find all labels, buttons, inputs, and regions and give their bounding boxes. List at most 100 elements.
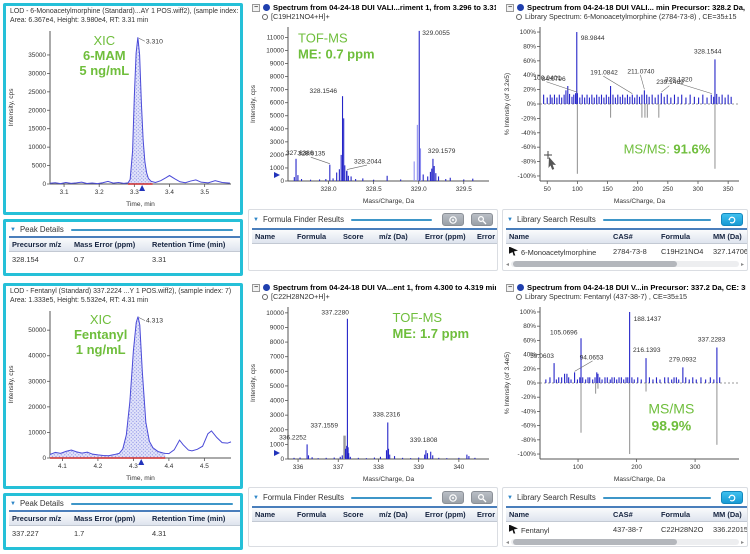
library-search-button[interactable] [721, 213, 743, 226]
collapse-icon[interactable]: − [252, 283, 260, 292]
library-6mam-header: − Spectrum from 04-24-18 DUI VALI... min… [502, 2, 748, 21]
tofms-6mam-chart[interactable]: 0 1000 2000 3000 4000 5000 6000 7000 8000 9000 100… [248, 21, 498, 205]
column-header[interactable]: Formula [658, 506, 710, 522]
collapse-triangle-icon[interactable]: ▼ [507, 494, 513, 501]
column-header[interactable]: Score [340, 228, 376, 244]
panel-tofms-fentanyl: − Spectrum from 04-24-18 DUI VA...ent 1,… [246, 280, 500, 554]
msms-6mam-chart[interactable]: 100% 80% 60% 40% 20% 0% -20% -40% -60% -80% -100% 5… [502, 21, 748, 205]
svg-text:0: 0 [42, 455, 46, 462]
panel-xic-6mam: LOD - 6-Monoacetylmorphine (Standard)...… [0, 0, 246, 280]
svg-text:329.1579: 329.1579 [428, 148, 456, 155]
svg-text:239.1469: 239.1469 [656, 79, 684, 86]
formula-finder-run-button[interactable] [471, 213, 493, 226]
column-header[interactable]: Mass Error (ppm) [71, 236, 149, 252]
collapse-triangle-icon[interactable]: ▼ [10, 226, 16, 233]
svg-text:150: 150 [602, 186, 613, 193]
svg-text:Mass/Charge, Da: Mass/Charge, Da [614, 198, 666, 205]
svg-text:1 ng/mL: 1 ng/mL [76, 342, 126, 357]
svg-text:328.0135: 328.0135 [298, 151, 326, 158]
tofms-fentanyl-chart[interactable]: 0 1000 2000 3000 4000 5000 6000 7000 8000 9000 100… [248, 301, 498, 483]
column-header[interactable]: Formula [658, 228, 710, 244]
svg-text:338: 338 [373, 464, 384, 471]
column-header[interactable]: Name [506, 506, 610, 522]
collapse-triangle-icon[interactable]: ▼ [253, 494, 259, 501]
column-header[interactable]: Name [252, 506, 294, 522]
svg-text:-60%: -60% [521, 144, 536, 151]
column-header[interactable]: Precursor m/z [9, 236, 71, 252]
column-header[interactable]: Error (ppm) [422, 228, 474, 244]
horizontal-scrollbar[interactable]: ◂ ▸ [506, 261, 744, 268]
svg-text:-80%: -80% [521, 437, 536, 444]
library-search-button[interactable] [721, 491, 743, 504]
formula-finder-run-button[interactable] [471, 491, 493, 504]
msms-fentanyl-chart[interactable]: 100% 80% 60% 40% 20% 0% -20% -40% -60% -80% -100% 1… [502, 301, 748, 483]
svg-text:6000: 6000 [270, 368, 285, 375]
svg-text:6000: 6000 [270, 100, 285, 107]
column-header[interactable]: m/z (Da) [376, 506, 422, 522]
formula-finder-settings-button[interactable] [442, 213, 464, 226]
formula-ring-icon [262, 13, 268, 20]
svg-text:337.2283: 337.2283 [698, 336, 726, 343]
column-header[interactable]: Ion Ratio [239, 510, 240, 526]
library-fentanyl-header: − Spectrum from 04-24-18 DUI V...in Prec… [502, 282, 748, 301]
column-header[interactable]: Error M [474, 228, 497, 244]
collapse-icon[interactable]: − [506, 3, 514, 12]
svg-text:8000: 8000 [270, 74, 285, 81]
svg-text:4.1: 4.1 [58, 463, 67, 470]
svg-text:20000: 20000 [28, 404, 46, 411]
section-rule [602, 218, 711, 221]
column-header[interactable]: Formula [294, 506, 340, 522]
column-header[interactable]: MM (Da) [710, 228, 747, 244]
column-header[interactable]: Error M [474, 506, 497, 522]
collapse-icon[interactable]: − [252, 3, 260, 12]
svg-text:100: 100 [572, 186, 583, 193]
xic-6mam-box: LOD - 6-Monoacetylmorphine (Standard)...… [3, 3, 243, 215]
column-header[interactable]: CAS# [610, 228, 658, 244]
column-header[interactable]: Formula [294, 228, 340, 244]
section-rule [350, 218, 432, 221]
svg-text:-100%: -100% [518, 173, 537, 180]
column-header[interactable]: Name [252, 228, 294, 244]
table-row[interactable]: 6-Monoacetylmorphine 2784-73-8 C19H21NO4 32… [506, 244, 747, 260]
svg-text:328.1546: 328.1546 [310, 88, 338, 95]
svg-text:336.2252: 336.2252 [279, 434, 307, 441]
column-header[interactable]: Name [506, 228, 610, 244]
library-search-top: ▼ Library Search Results Name CAS# Formula… [502, 209, 748, 271]
column-header[interactable]: m/z (Da) [376, 228, 422, 244]
formula-finder-settings-button[interactable] [442, 491, 464, 504]
column-header[interactable]: Retention Time (min) [149, 510, 239, 526]
horizontal-scrollbar[interactable]: ◂ ▸ [506, 539, 744, 546]
collapse-triangle-icon[interactable]: ▼ [10, 500, 16, 507]
xic-fentanyl-chart[interactable]: 0 10000 20000 30000 40000 50000 4.1 4.2 4.3 4.4 4.… [6, 305, 240, 482]
svg-text:30000: 30000 [28, 379, 46, 386]
formula-finder-bottom: ▼ Formula Finder Results Name Formula Scor… [248, 487, 498, 547]
svg-text:98.9%: 98.9% [651, 417, 691, 433]
column-header[interactable]: Mass Error (ppm) [71, 510, 149, 526]
xic-6mam-chart[interactable]: 0 5000 10000 15000 20000 25000 30000 35000 3.1 3.… [6, 25, 240, 208]
column-header[interactable]: CAS# [610, 506, 658, 522]
column-header[interactable]: Retention Time (min) [149, 236, 239, 252]
svg-text:20%: 20% [523, 87, 536, 94]
svg-text:3000: 3000 [270, 139, 285, 146]
column-header[interactable]: Precursor m/z [9, 510, 71, 526]
column-header[interactable]: Ion Ratio [239, 236, 240, 252]
svg-text:Mass/Charge, Da: Mass/Charge, Da [363, 198, 415, 205]
section-rule [70, 228, 233, 231]
collapse-icon[interactable]: − [506, 283, 514, 292]
collapse-triangle-icon[interactable]: ▼ [507, 216, 513, 223]
svg-text:-100%: -100% [518, 451, 537, 458]
svg-text:4.2: 4.2 [93, 463, 102, 470]
column-header[interactable]: Error (ppm) [422, 506, 474, 522]
svg-text:4000: 4000 [270, 398, 285, 405]
svg-text:9000: 9000 [270, 61, 285, 68]
xic-fentanyl-title: LOD - Fentanyl (Standard) 337.2224 ...Y … [10, 288, 232, 295]
column-header[interactable]: MM (Da) [710, 506, 747, 522]
collapse-triangle-icon[interactable]: ▼ [253, 216, 259, 223]
svg-text:% Intensity (of 3.4e5): % Intensity (of 3.4e5) [504, 352, 511, 414]
xic-6mam-header: LOD - 6-Monoacetylmorphine (Standard)...… [6, 6, 240, 25]
column-header[interactable]: Score [340, 506, 376, 522]
